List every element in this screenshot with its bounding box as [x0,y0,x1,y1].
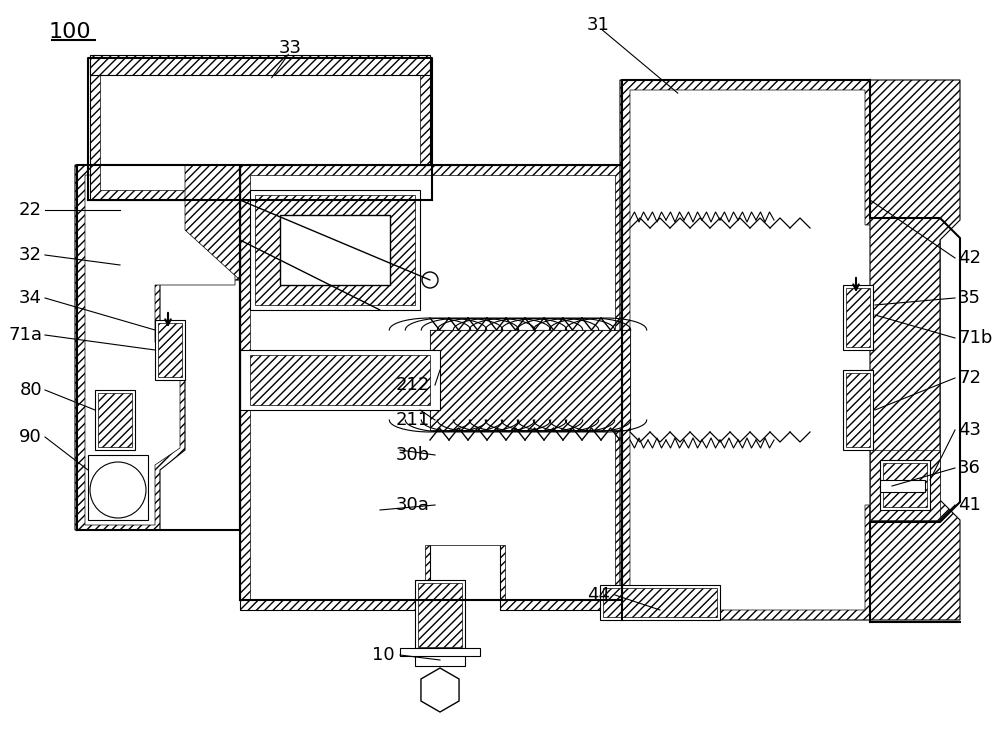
Bar [600,585,720,620]
Bar [95,390,135,450]
Polygon shape [100,70,420,190]
Polygon shape [846,288,870,347]
Polygon shape [240,165,620,610]
Polygon shape [255,195,415,305]
Text: 43: 43 [958,421,981,439]
Polygon shape [630,90,935,610]
Text: 31: 31 [587,16,609,34]
Polygon shape [870,450,940,520]
Bar [400,648,480,656]
Text: 33: 33 [278,39,302,57]
Text: 42: 42 [958,249,981,267]
Bar [415,648,465,666]
Text: 34: 34 [19,289,42,307]
Polygon shape [185,165,240,230]
Text: 71b: 71b [958,329,992,347]
Bar [88,455,148,520]
Text: 32: 32 [19,246,42,264]
Bar [240,350,440,410]
Circle shape [422,272,438,288]
Text: 211: 211 [396,411,430,429]
Text: 22: 22 [19,201,42,219]
Bar [880,460,930,510]
Text: 30a: 30a [396,496,430,514]
Text: 100: 100 [49,22,91,42]
Polygon shape [846,373,870,447]
Polygon shape [870,80,960,620]
Polygon shape [620,80,940,620]
Polygon shape [75,165,240,530]
Polygon shape [250,175,615,600]
Text: 72: 72 [958,369,981,387]
Circle shape [90,462,146,518]
Bar [280,215,390,285]
Bar [155,320,185,380]
Text: 44: 44 [587,586,610,604]
Bar [843,285,873,350]
Polygon shape [158,323,182,377]
Text: 10: 10 [372,646,395,664]
Text: 71a: 71a [8,326,42,344]
Text: 36: 36 [958,459,981,477]
Polygon shape [421,668,459,712]
Polygon shape [250,355,430,405]
Polygon shape [883,463,927,507]
Polygon shape [98,393,132,447]
Polygon shape [185,165,240,280]
Polygon shape [90,55,430,75]
Text: 90: 90 [19,428,42,446]
Polygon shape [430,330,630,430]
Bar [415,580,465,650]
Text: 80: 80 [19,381,42,399]
Bar [843,370,873,450]
Text: 30b: 30b [396,446,430,464]
Polygon shape [603,588,717,617]
Polygon shape [90,60,430,200]
Polygon shape [418,583,462,647]
Text: 35: 35 [958,289,981,307]
Text: 41: 41 [958,496,981,514]
Polygon shape [85,175,235,525]
Text: 212: 212 [396,376,430,394]
Bar [430,330,630,430]
Bar [250,190,420,310]
Bar [880,480,925,492]
